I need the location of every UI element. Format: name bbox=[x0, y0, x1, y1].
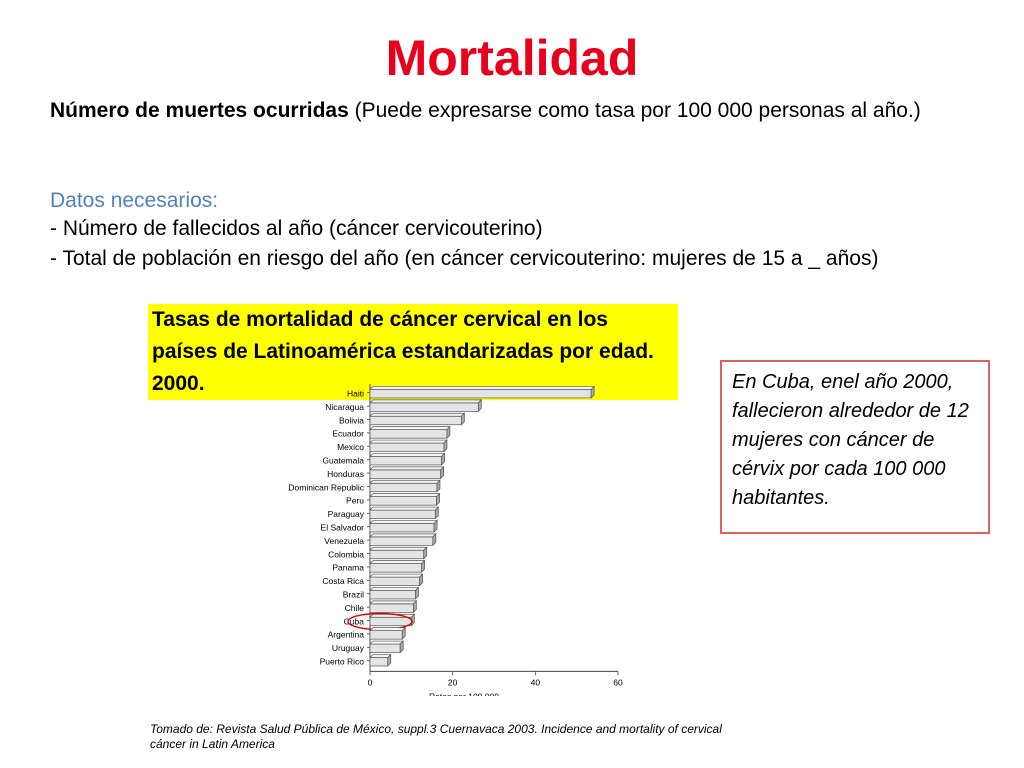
category-label: El Salvador bbox=[321, 522, 365, 532]
bar-top bbox=[369, 426, 451, 431]
source-citation: Tomado de: Revista Salud Pública de Méxi… bbox=[150, 722, 722, 751]
category-label: Cuba bbox=[344, 616, 365, 626]
category-label: Ecuador bbox=[332, 429, 364, 439]
bar-side bbox=[415, 586, 419, 600]
category-label: Paraguay bbox=[328, 509, 365, 519]
x-tick-label: 0 bbox=[368, 677, 373, 687]
category-label: Peru bbox=[346, 496, 364, 506]
requirements-heading: Datos necesarios: bbox=[50, 189, 219, 212]
bar-top bbox=[369, 546, 428, 551]
bar-top bbox=[369, 520, 438, 524]
bar-top bbox=[369, 466, 445, 471]
category-label: Haiti bbox=[347, 388, 364, 398]
bar-top bbox=[369, 600, 418, 605]
bar bbox=[369, 469, 442, 479]
bar-side bbox=[443, 439, 448, 453]
bar-side bbox=[446, 425, 451, 439]
bar-side bbox=[433, 519, 438, 533]
bar-side bbox=[434, 506, 439, 520]
x-tick-label: 60 bbox=[613, 677, 623, 687]
bar bbox=[369, 590, 416, 600]
bar bbox=[369, 456, 442, 466]
bar-side bbox=[432, 533, 437, 547]
cuba-callout: En Cuba, enel año 2000, fallecieron alre… bbox=[720, 360, 990, 534]
category-label: Chile bbox=[345, 603, 365, 613]
bar-top bbox=[369, 573, 424, 578]
x-tick-label: 20 bbox=[448, 677, 458, 687]
bar bbox=[369, 429, 448, 439]
bar bbox=[369, 657, 389, 667]
category-label: Colombia bbox=[328, 549, 364, 559]
bar-top bbox=[369, 412, 466, 417]
bar-top bbox=[369, 587, 420, 591]
category-label: Costa Rica bbox=[322, 576, 364, 586]
bar-top bbox=[369, 453, 446, 457]
bar bbox=[369, 509, 436, 519]
category-label: Venezuela bbox=[324, 536, 364, 546]
bar bbox=[369, 603, 414, 613]
bar bbox=[369, 536, 434, 546]
intro-bold: Número de muertes ocurridas bbox=[50, 99, 349, 122]
category-label: Panama bbox=[332, 563, 364, 573]
category-label: Mexico bbox=[337, 442, 364, 452]
bar-top bbox=[369, 640, 405, 645]
bar bbox=[369, 389, 592, 399]
x-axis-label: Rates per 100 000 bbox=[429, 691, 499, 696]
bar-side bbox=[401, 626, 406, 640]
bar-top bbox=[369, 506, 440, 511]
bar-side bbox=[477, 399, 482, 413]
intro-text: Número de muertes ocurridas (Puede expre… bbox=[50, 96, 950, 126]
x-tick-label: 40 bbox=[531, 677, 541, 687]
bar-side bbox=[441, 452, 445, 466]
mortality-bar-chart: Haiti Nicaragua Bolivia Ecuador Mexico Guatem… bbox=[288, 384, 623, 696]
bar bbox=[369, 549, 425, 560]
bar-side bbox=[436, 479, 441, 493]
bar-side bbox=[419, 573, 423, 587]
requirements-list: - Número de fallecidos al año (cáncer ce… bbox=[50, 214, 950, 274]
bar-top bbox=[369, 399, 483, 404]
category-label: Dominican Republic bbox=[288, 482, 364, 492]
category-label: Guatemala bbox=[322, 455, 364, 465]
bar-side bbox=[460, 412, 465, 426]
bar bbox=[369, 482, 438, 493]
bar-top bbox=[369, 654, 392, 658]
bar-side bbox=[423, 546, 428, 560]
bar-top bbox=[369, 439, 448, 444]
bar bbox=[369, 402, 479, 412]
category-label: Honduras bbox=[327, 469, 364, 479]
requirement-item: - Total de población en riesgo del año (… bbox=[50, 247, 879, 270]
bar-top bbox=[369, 493, 441, 498]
bar-side bbox=[387, 653, 392, 667]
category-label: Nicaragua bbox=[325, 402, 364, 412]
chart-heading: Tasas de mortalidad de cáncer cervical e… bbox=[148, 304, 678, 400]
category-label: Argentina bbox=[328, 630, 365, 640]
bar-side bbox=[590, 385, 595, 399]
bar bbox=[369, 630, 403, 640]
bar bbox=[369, 563, 423, 573]
bar bbox=[369, 442, 445, 452]
bar bbox=[369, 643, 401, 653]
page-title: Mortalidad bbox=[385, 30, 639, 86]
bar-top bbox=[369, 479, 441, 484]
bar-top bbox=[369, 533, 437, 538]
bar-side bbox=[399, 640, 404, 654]
bar-top bbox=[369, 627, 407, 631]
intro-rest: (Puede expresarse como tasa por 100 000 … bbox=[348, 99, 921, 122]
bar bbox=[369, 523, 435, 533]
bar-side bbox=[440, 466, 445, 480]
requirement-item: - Número de fallecidos al año (cáncer ce… bbox=[50, 217, 543, 240]
category-label: Brazil bbox=[343, 589, 364, 599]
bar bbox=[369, 415, 462, 426]
bar bbox=[369, 496, 437, 506]
bar-side bbox=[421, 559, 426, 573]
bar-top bbox=[369, 560, 426, 564]
category-label: Bolivia bbox=[339, 415, 364, 425]
bar bbox=[369, 616, 412, 627]
bar-side bbox=[436, 492, 440, 506]
category-label: Puerto Rico bbox=[320, 656, 365, 666]
bar-top bbox=[369, 386, 595, 390]
bar-side bbox=[413, 600, 417, 614]
bar bbox=[369, 576, 420, 586]
category-label: Uruguay bbox=[332, 643, 365, 653]
